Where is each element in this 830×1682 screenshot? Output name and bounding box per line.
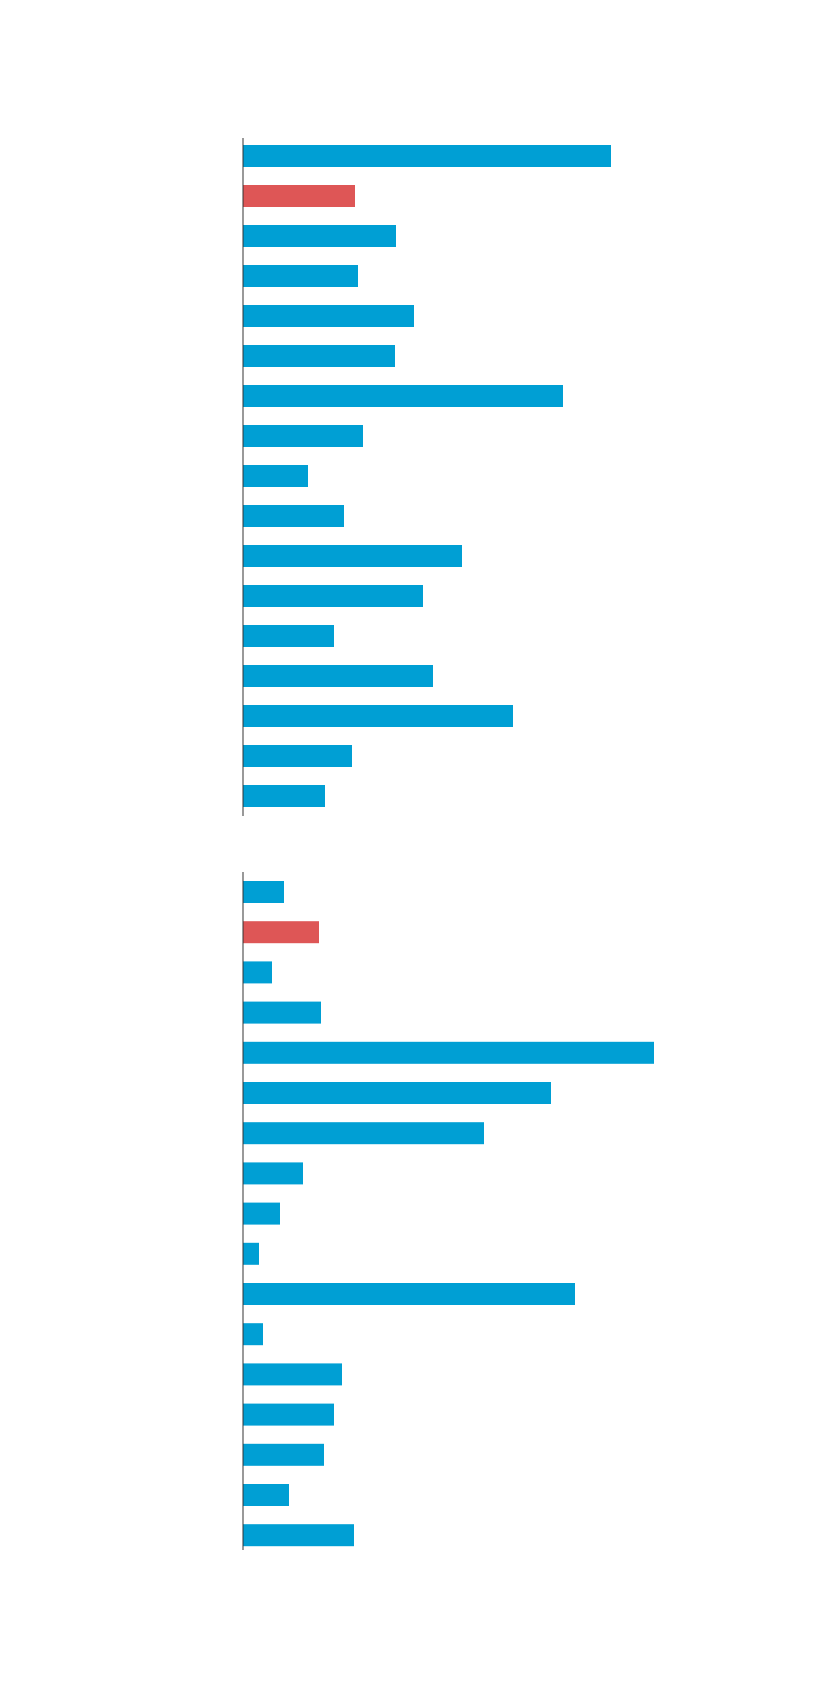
bar [243, 881, 284, 903]
bar [243, 1403, 334, 1426]
bar [243, 265, 358, 287]
bar [243, 785, 325, 807]
bar [243, 505, 344, 527]
bar [243, 1202, 280, 1225]
bar [243, 1323, 263, 1346]
bottom-bar-chart [242, 872, 654, 1550]
bar [243, 1242, 259, 1265]
bar [243, 1001, 321, 1024]
bar [243, 1283, 575, 1305]
bar [243, 385, 563, 407]
bar [243, 1363, 342, 1386]
bar [243, 225, 396, 247]
bar [243, 145, 611, 167]
bar [243, 1443, 324, 1466]
bar [243, 1122, 484, 1145]
bar [243, 1082, 551, 1104]
bar [243, 1484, 289, 1506]
bar [243, 545, 462, 567]
bar [243, 585, 423, 607]
bar-highlighted [243, 921, 319, 944]
bar [243, 665, 433, 687]
bar-highlighted [243, 185, 355, 207]
bar [243, 345, 395, 367]
bar [243, 465, 308, 487]
bar [243, 961, 272, 984]
bar [243, 1041, 654, 1064]
top-bar-chart [242, 138, 611, 816]
bar [243, 305, 414, 327]
bar [243, 425, 363, 447]
bar [243, 1162, 303, 1185]
bar [243, 705, 513, 727]
bar [243, 1524, 354, 1547]
bar [243, 745, 352, 767]
bar [243, 625, 334, 647]
